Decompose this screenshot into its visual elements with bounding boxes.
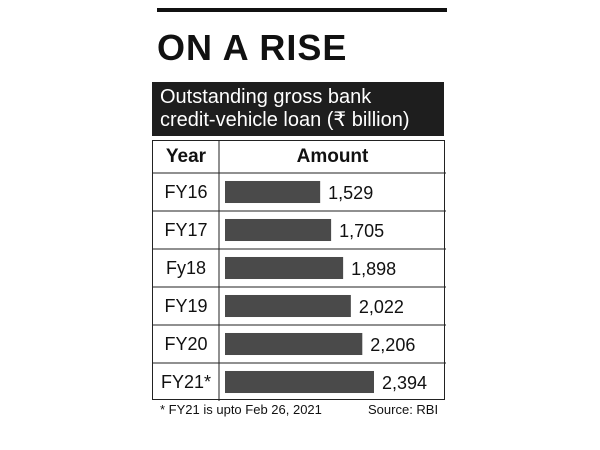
value-label: 1,705 [339, 221, 384, 241]
subtitle-line-1: Outstanding gross bank [160, 86, 372, 108]
bar [225, 332, 363, 356]
year-label: FY17 [164, 220, 207, 240]
year-column-header: Year [165, 146, 207, 167]
subtitle-line-2: credit-vehicle loan (₹ billion) [160, 109, 410, 131]
chart-subtitle: Outstanding gross bank credit-vehicle lo… [152, 82, 444, 136]
year-label: FY16 [164, 182, 207, 202]
chart-title: ON A RISE [157, 27, 348, 68]
source-note: Source: RBI [368, 402, 439, 417]
year-label: FY19 [164, 296, 207, 316]
footnote: * FY21 is upto Feb 26, 2021 [160, 402, 322, 417]
bar-chart: FY16 1,529 FY17 1,705 Fy18 1,898 FY19 2,022 FY20… [153, 141, 446, 401]
top-rule [157, 8, 447, 12]
bar [225, 256, 344, 280]
bar [225, 218, 332, 242]
value-label: 1,529 [328, 183, 373, 203]
year-label: FY20 [164, 334, 207, 354]
value-label: 2,206 [370, 335, 415, 355]
bar [225, 294, 351, 318]
value-label: 1,898 [351, 259, 396, 279]
data-table: FY16 1,529 FY17 1,705 Fy18 1,898 FY19 2,022 FY20… [152, 140, 446, 401]
bar [225, 370, 374, 394]
year-label: Fy18 [166, 258, 206, 278]
year-label: FY21* [161, 372, 211, 392]
value-label: 2,394 [382, 373, 427, 393]
bar [225, 180, 321, 204]
amount-column-header: Amount [296, 146, 369, 167]
value-label: 2,022 [359, 297, 404, 317]
